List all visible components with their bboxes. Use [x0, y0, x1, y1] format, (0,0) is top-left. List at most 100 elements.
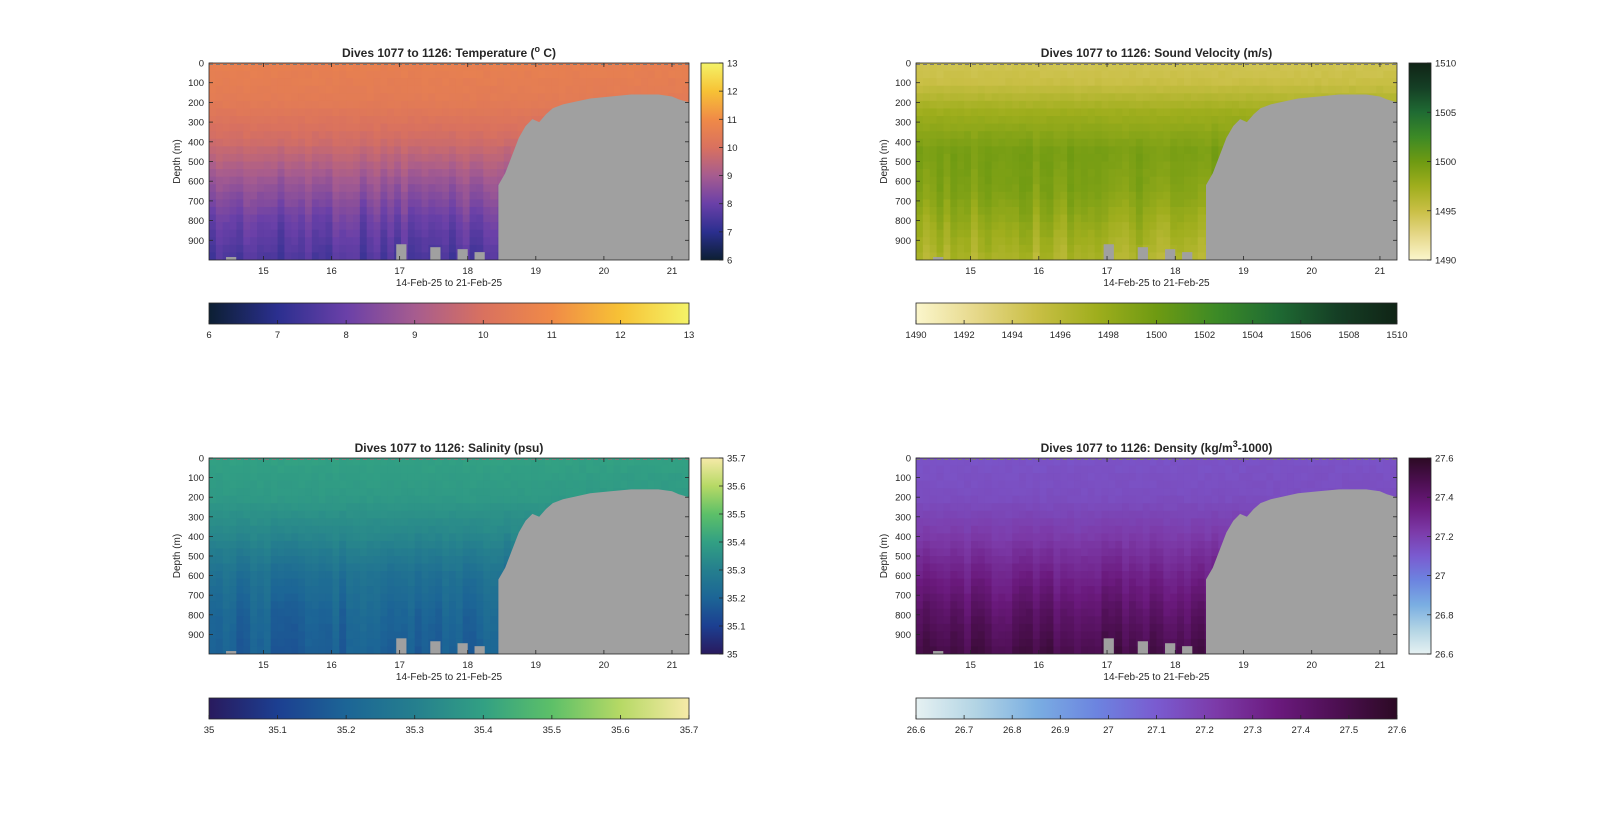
heatmap-cell — [325, 63, 334, 72]
heatmap-cell — [661, 63, 670, 72]
heatmap-cell — [1252, 78, 1261, 87]
heatmap-cell — [298, 631, 306, 640]
heatmap-cell — [414, 176, 423, 185]
heatmap-cell — [318, 480, 327, 489]
heatmap-cell — [1156, 176, 1164, 185]
heatmap-cell — [593, 63, 601, 72]
heatmap-cell — [394, 608, 402, 617]
heatmap-cell — [490, 473, 498, 482]
heatmap-cell — [1177, 85, 1185, 94]
heatmap-cell — [318, 488, 327, 497]
heatmap-cell — [236, 108, 244, 117]
heatmap-cell — [469, 465, 478, 474]
panel-1-xlabel: 14-Feb-25 to 21-Feb-25 — [396, 278, 503, 289]
heatmap-cell — [1163, 108, 1171, 117]
heatmap-cell — [428, 495, 436, 504]
heatmap-cell — [277, 503, 286, 512]
heatmap-cell — [250, 169, 258, 178]
heatmap-cell — [257, 608, 265, 617]
heatmap-cell — [1129, 93, 1137, 102]
heatmap-cell — [359, 563, 368, 572]
heatmap-cell — [510, 78, 519, 87]
heatmap-cell — [407, 244, 416, 254]
heatmap-cell — [373, 70, 382, 79]
heatmap-cell — [366, 222, 375, 231]
heatmap-cell — [1266, 93, 1274, 102]
heatmap-cell — [243, 70, 251, 79]
heatmap-cell — [462, 222, 471, 231]
heatmap-cell — [373, 169, 382, 178]
heatmap-cell — [462, 503, 471, 512]
heatmap-cell — [558, 78, 567, 87]
heatmap-cell — [1087, 131, 1096, 140]
heatmap-cell — [442, 571, 450, 580]
heatmap-cell — [229, 244, 238, 254]
heatmap-cell — [936, 229, 945, 238]
heatmap-cell — [284, 631, 292, 640]
heatmap-cell — [325, 525, 334, 534]
heatmap-cell — [387, 616, 395, 625]
heatmap-cell — [401, 161, 409, 170]
heatmap-cell — [298, 601, 306, 610]
heatmap-cell — [353, 616, 361, 625]
heatmap-cell — [387, 70, 395, 79]
heatmap-cell — [209, 608, 217, 617]
heatmap-cell — [1149, 176, 1158, 185]
heatmap-cell — [215, 237, 224, 246]
heatmap-cell — [332, 85, 340, 94]
colorbar-tick-label: 8 — [727, 199, 732, 210]
heatmap-cell — [263, 229, 272, 238]
heatmap-cell — [1170, 138, 1178, 147]
heatmap-cell — [517, 93, 526, 102]
heatmap-cell — [442, 488, 450, 497]
heatmap-cell — [284, 608, 292, 617]
heatmap-cell — [929, 78, 938, 87]
heatmap-cell — [414, 533, 423, 542]
heatmap-cell — [263, 93, 272, 102]
heatmap-cell — [414, 593, 423, 602]
heatmap-cell — [510, 518, 519, 527]
heatmap-cell — [455, 548, 464, 557]
heatmap-cell — [442, 563, 450, 572]
heatmap-cell — [970, 63, 979, 72]
heatmap-cell — [1122, 78, 1130, 87]
heatmap-cell — [668, 70, 676, 79]
heatmap-cell — [401, 191, 409, 200]
heatmap-cell — [998, 191, 1006, 200]
heatmap-cell — [991, 206, 1000, 216]
heatmap-cell — [236, 563, 244, 572]
heatmap-cell — [950, 184, 958, 193]
heatmap-cell — [1190, 199, 1199, 208]
heatmap-cell — [305, 222, 313, 231]
heatmap-cell — [277, 623, 286, 632]
heatmap-cell — [263, 465, 272, 474]
heatmap-cell — [250, 85, 258, 94]
heatmap-cell — [1273, 85, 1281, 94]
heatmap-cell — [209, 593, 217, 602]
heatmap-cell — [1177, 93, 1185, 102]
heatmap-cell — [305, 108, 313, 117]
heatmap-cell — [1067, 116, 1075, 125]
heatmap-cell — [998, 161, 1006, 170]
heatmap-cell — [1067, 108, 1075, 117]
heatmap-cell — [1060, 108, 1068, 117]
heatmap-cell — [277, 563, 286, 572]
heatmap-cell — [476, 586, 484, 595]
heatmap-cell — [455, 93, 464, 102]
heatmap-cell — [510, 525, 519, 534]
heatmap-cell — [236, 601, 244, 610]
heatmap-cell — [229, 525, 238, 534]
heatmap-cell — [469, 518, 478, 527]
heatmap-cell — [270, 70, 279, 79]
heatmap-cell — [229, 184, 238, 193]
heatmap-cell — [277, 510, 286, 519]
heatmap-cell — [455, 176, 464, 185]
heatmap-cell — [236, 608, 244, 617]
heatmap-cell — [455, 214, 464, 223]
heatmap-cell — [531, 100, 539, 110]
colorbar-tick-label: 7 — [727, 227, 732, 238]
heatmap-cell — [284, 222, 292, 231]
heatmap-cell — [421, 161, 430, 170]
heatmap-cell — [359, 229, 368, 238]
heatmap-cell — [497, 465, 505, 474]
